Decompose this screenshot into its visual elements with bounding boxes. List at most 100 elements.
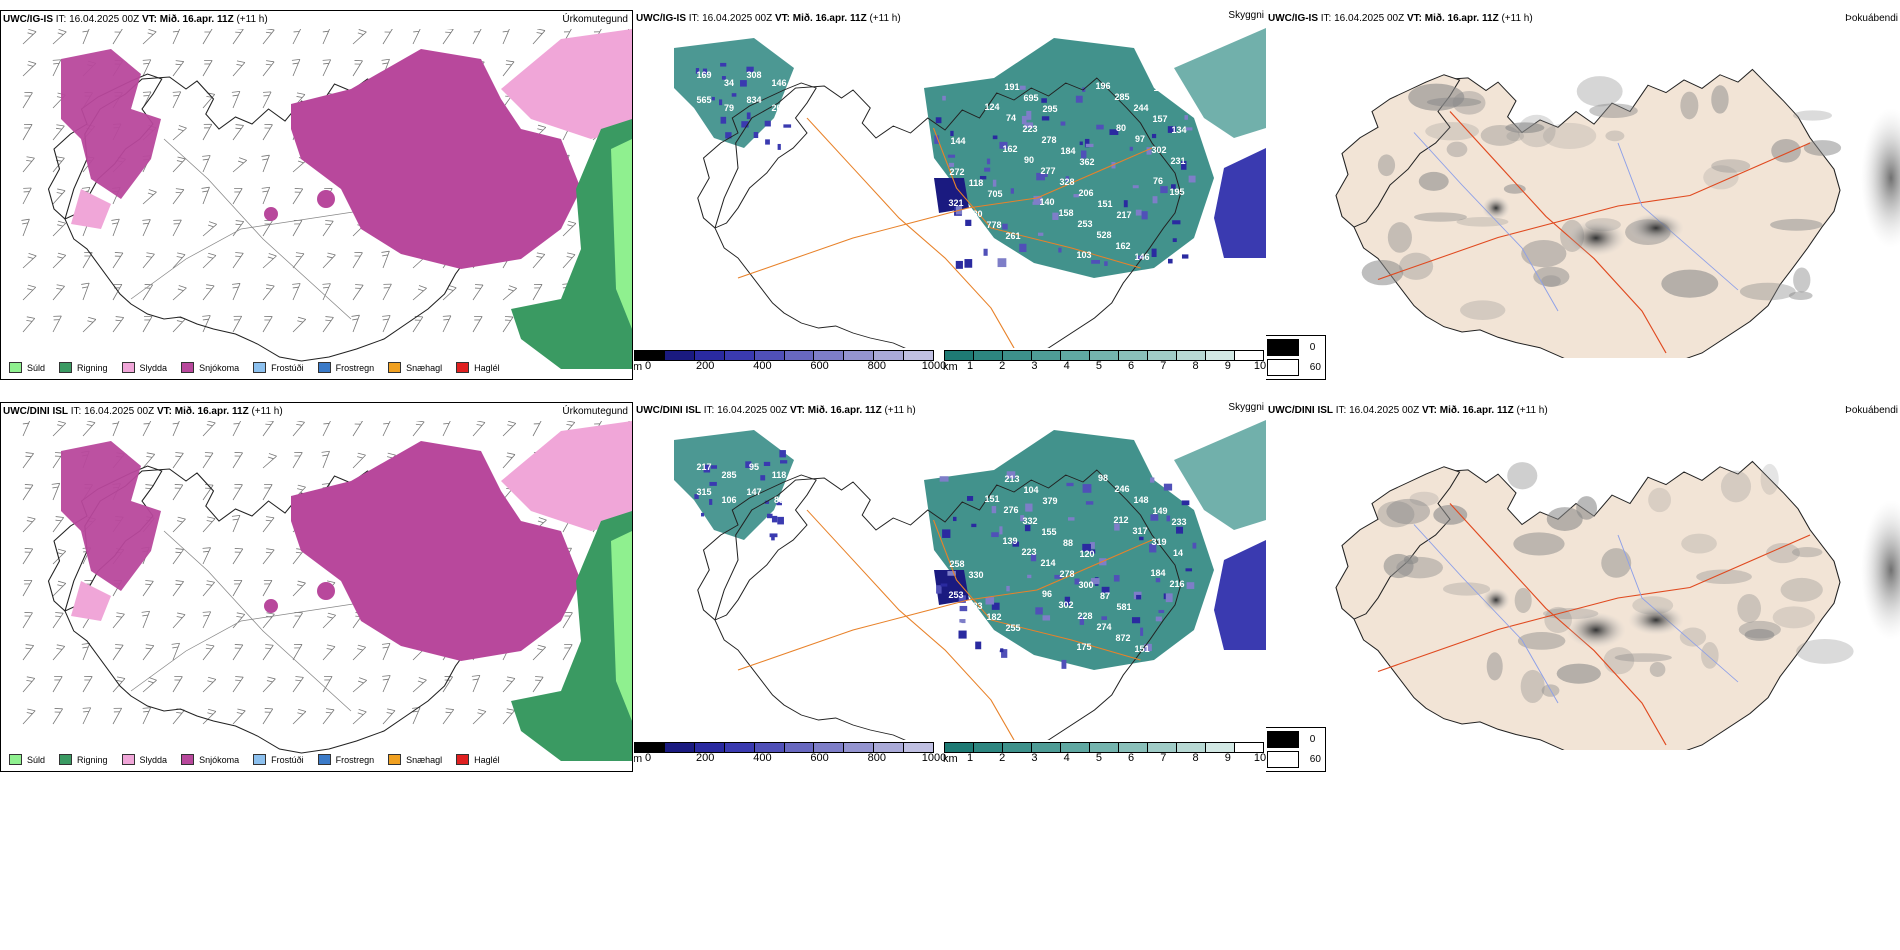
fog-index-map-panel: UWC/IG-IS IT: 16.04.2025 00Z VT: Mið. 16…	[1266, 10, 1900, 380]
visibility-label: 228	[1077, 611, 1092, 621]
panel-title: Skyggni	[1228, 402, 1264, 413]
visibility-label: 834	[746, 95, 761, 105]
visibility-label: 196	[1153, 83, 1168, 93]
visibility-label: 206	[1078, 188, 1093, 198]
legend-item: Slydda	[121, 362, 167, 373]
legend-item: Haglél	[456, 754, 500, 765]
visibility-label: 184	[1150, 568, 1165, 578]
colorbar-tick: 7	[1160, 360, 1167, 372]
visibility-label: 96	[1042, 589, 1052, 599]
visibility-label: 90	[1024, 155, 1034, 165]
visibility-label: 118	[772, 470, 787, 480]
precip-map-canvas	[22, 421, 632, 761]
precip-legend: Súld Rigning Slydda Snjókoma Frostúði Fr…	[9, 362, 514, 373]
legend-swatch	[59, 754, 73, 765]
visibility-label: 277	[1040, 166, 1055, 176]
visibility-label: 217	[1116, 210, 1131, 220]
visibility-label: 162	[1115, 241, 1130, 251]
fog-index-map-panel: UWC/DINI ISL IT: 16.04.2025 00Z VT: Mið.…	[1266, 402, 1900, 772]
visibility-label: 14	[1173, 548, 1183, 558]
visibility-label: 246	[1114, 484, 1129, 494]
visibility-label: 528	[1096, 230, 1111, 240]
colorbar-tick: 8	[1192, 752, 1199, 764]
height-colorbar: m 0 200 400 600 800 1000	[634, 742, 946, 765]
legend-swatch	[317, 754, 331, 765]
colorbar-tick: 2	[999, 752, 1006, 764]
visibility-label: 162	[1002, 144, 1017, 154]
legend-item: Slydda	[121, 754, 167, 765]
visibility-label: 872	[1115, 633, 1130, 643]
visibility-label: 53	[988, 251, 998, 261]
visibility-label: 155	[1041, 527, 1056, 537]
legend-item: Frostregn	[317, 754, 374, 765]
fog-legend-swatch	[1267, 339, 1299, 356]
visibility-label: 319	[1151, 537, 1166, 547]
visibility-label: 103	[1076, 250, 1091, 260]
visibility-label: 87	[1100, 591, 1110, 601]
legend-item: Frostúði	[253, 754, 304, 765]
visibility-label: 175	[1076, 642, 1091, 652]
visibility-label: 148	[1133, 495, 1148, 505]
visibility-label: 98	[1098, 473, 1108, 483]
visibility-label: 140	[1039, 197, 1054, 207]
visibility-label: 223	[1021, 547, 1036, 557]
visibility-label: 151	[984, 494, 999, 504]
colorbar-tick: 1	[966, 752, 974, 764]
precip-type-map-panel: UWC/DINI ISL IT: 16.04.2025 00Z VT: Mið.…	[0, 402, 633, 772]
visibility-label: 149	[1152, 506, 1167, 516]
visibility-label: 80	[1116, 123, 1126, 133]
visibility-label: 88	[1063, 538, 1073, 548]
legend-item: Snæhagl	[388, 754, 442, 765]
visibility-label: 146	[771, 78, 786, 88]
visibility-label: 332	[1022, 516, 1037, 526]
colorbar-tick: 200	[696, 360, 715, 372]
precip-map-canvas	[21, 29, 632, 369]
colorbar-tick: 1	[966, 360, 974, 372]
visibility-label: 206	[985, 643, 1000, 653]
panel-title: Þokuábendi	[1845, 405, 1898, 416]
height-colorbar: m 0 200 400 600 800 1000	[634, 350, 946, 373]
visibility-label: 565	[696, 95, 711, 105]
visibility-label: 321	[948, 198, 963, 208]
colorbar-tick: 600	[810, 752, 829, 764]
visibility-label: 104	[1023, 485, 1038, 495]
visibility-label: 151	[1134, 644, 1149, 654]
visibility-label: 244	[1133, 103, 1148, 113]
visibility-label: 231	[1170, 156, 1185, 166]
panel-title: Úrkomutegund	[562, 14, 628, 25]
visibility-label: 276	[1003, 505, 1018, 515]
legend-item: Snjókoma	[181, 754, 239, 765]
visibility-label: 106	[721, 495, 736, 505]
visibility-label: 274	[1096, 622, 1111, 632]
legend-item: Frostregn	[317, 362, 374, 373]
legend-swatch	[388, 362, 402, 373]
visibility-label: 124	[984, 102, 999, 112]
legend-item: Súld	[9, 754, 45, 765]
fog-map-canvas	[1335, 68, 1900, 358]
panel-title: Úrkomutegund	[562, 406, 628, 417]
colorbar-tick: 800	[867, 360, 886, 372]
legend-swatch	[456, 362, 470, 373]
colorbar-tick: 3	[1031, 360, 1038, 372]
map-header: UWC/DINI ISL IT: 16.04.2025 00Z VT: Mið.…	[3, 406, 283, 417]
visibility-label: 79	[724, 103, 734, 113]
visibility-label: 281	[966, 240, 981, 250]
visibility-label: 233	[1171, 517, 1186, 527]
visibility-label: 253	[1077, 219, 1092, 229]
visibility-map-canvas: 217 285 95 118 315 106 147 88 139 96 175 212 184 228 1…	[674, 420, 1266, 740]
colorbar-tick: 6	[1128, 360, 1135, 372]
legend-item: Frostúði	[253, 362, 304, 373]
visibility-label: 178	[966, 632, 981, 642]
visibility-label: 182	[986, 612, 1001, 622]
visibility-label: 217	[696, 462, 711, 472]
visibility-label: 302	[1058, 600, 1073, 610]
colorbar-tick: 1000	[921, 752, 947, 764]
colorbar-tick: 0	[644, 360, 652, 372]
visibility-label: 146	[1134, 252, 1149, 262]
visibility-label: 278	[1041, 135, 1056, 145]
legend-swatch	[181, 362, 195, 373]
colorbar-tick: 4	[1063, 360, 1070, 372]
legend-swatch	[121, 362, 135, 373]
map-header: UWC/DINI ISL IT: 16.04.2025 00Z VT: Mið.…	[1268, 405, 1548, 416]
visibility-label: 144	[950, 136, 965, 146]
